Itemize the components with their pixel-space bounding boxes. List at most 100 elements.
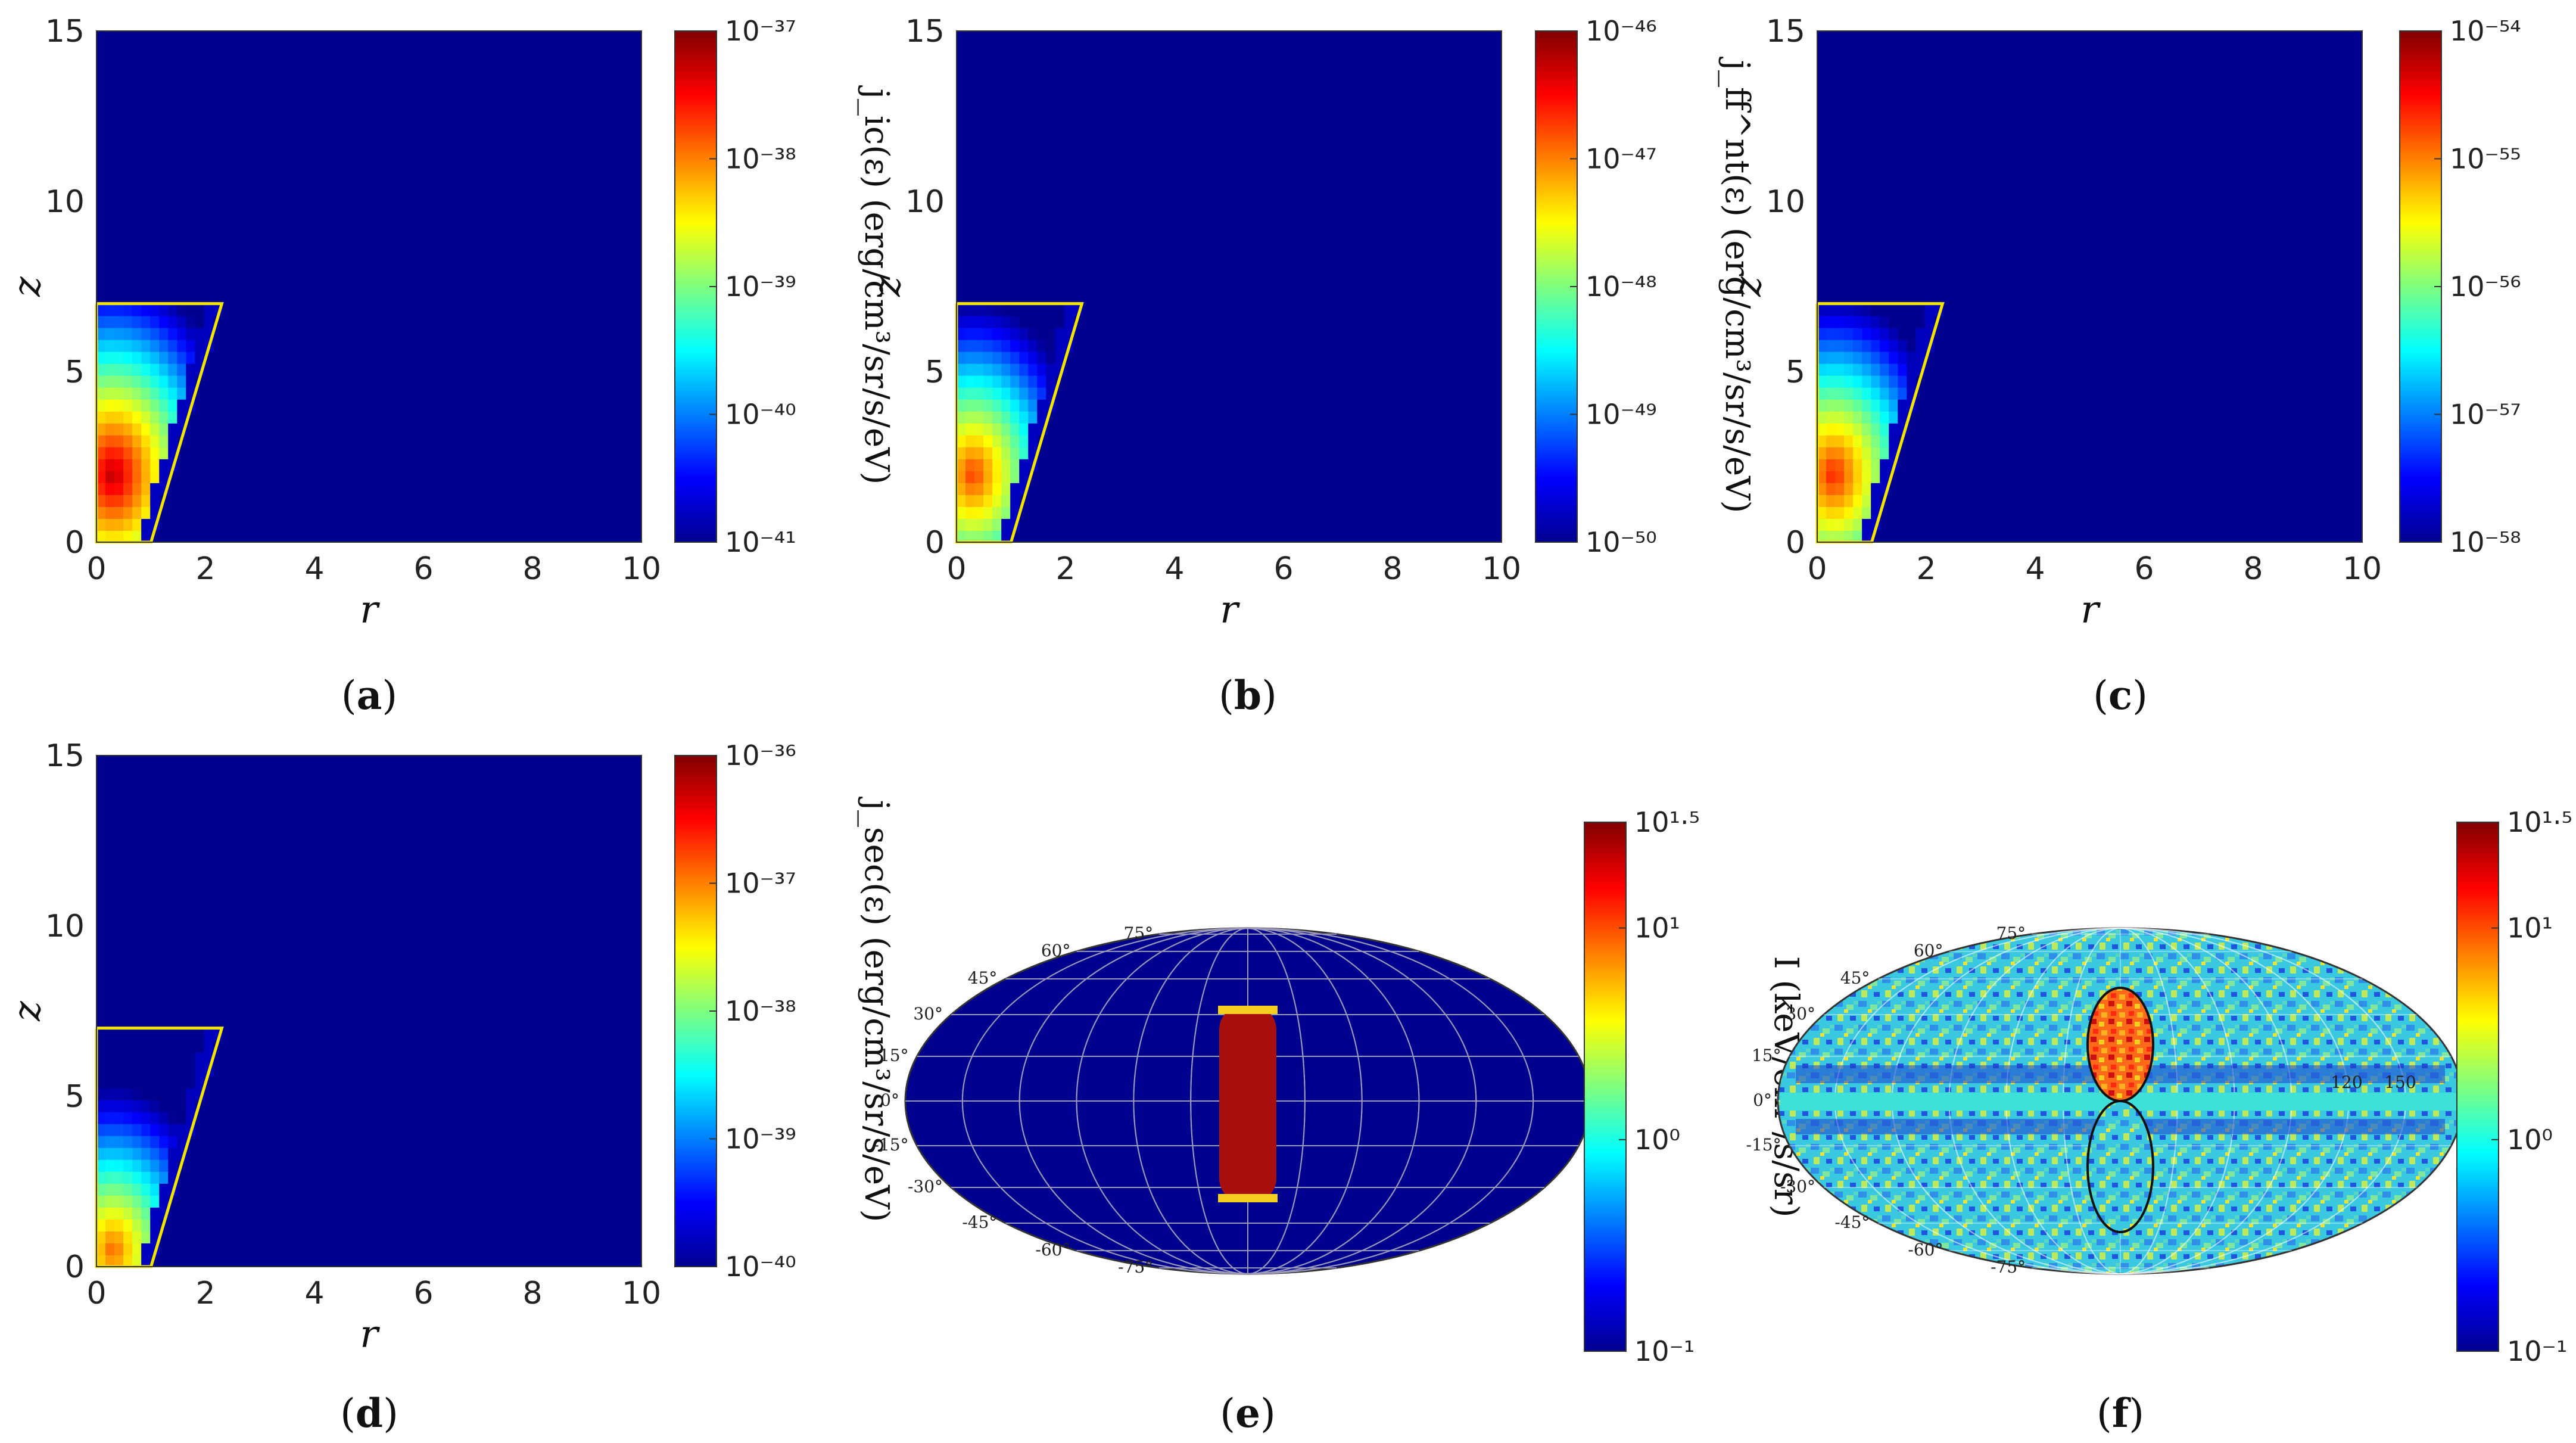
latitude-label: 0° (1753, 1090, 1772, 1110)
emission-cell (105, 1028, 116, 1041)
emission-cell (1889, 410, 1899, 424)
emission-cell (114, 422, 124, 436)
emission-cell (177, 1123, 187, 1136)
emission-cell (1889, 363, 1899, 376)
emission-cell (1001, 351, 1011, 364)
emission-cell (114, 339, 124, 352)
emission-cell (983, 518, 993, 531)
emission-cell (1019, 387, 1029, 400)
emission-cell (114, 1123, 124, 1136)
emission-cell (96, 303, 107, 316)
emission-cell (1880, 363, 1890, 376)
emission-cell (168, 1040, 178, 1053)
emission-cell (159, 1028, 169, 1041)
chart-e: 75° 60° 45° 30° 15° 0° -15° -30° -45° -60° -75° 10¹… (873, 806, 1805, 1436)
emission-cell (204, 315, 214, 328)
emission-cell (974, 315, 985, 328)
emission-cell (159, 1195, 169, 1208)
emission-cell (965, 410, 976, 424)
emission-cell (983, 327, 993, 340)
emission-cell (1010, 303, 1020, 316)
emission-cell (1880, 446, 1890, 459)
emission-cell (159, 410, 169, 424)
panel-label-f: (f) (2097, 1390, 2144, 1436)
emission-cell (957, 446, 967, 459)
emission-cell (114, 1099, 124, 1112)
emission-cell (974, 303, 985, 316)
y-tick-label: 10 (905, 184, 945, 220)
emission-cell (1037, 315, 1047, 328)
emission-cell (1835, 434, 1845, 447)
emission-cell (965, 482, 976, 495)
emission-cell (1001, 458, 1011, 471)
emission-cell (186, 363, 196, 376)
emission-cell (1001, 482, 1011, 495)
emission-cell (150, 434, 160, 447)
emission-cell (1817, 434, 1827, 447)
emission-cell (1835, 399, 1845, 412)
emission-cell (1001, 387, 1011, 400)
emission-cell (1826, 399, 1836, 412)
emission-cell (1037, 303, 1047, 316)
emission-cell (150, 470, 160, 483)
emission-cell (141, 315, 151, 328)
emission-cell (204, 1040, 214, 1053)
emission-cell (957, 470, 967, 483)
emission-cell (141, 1111, 151, 1124)
emission-cell (1924, 315, 1935, 328)
plot-frame (956, 30, 1502, 543)
emission-cell (1037, 387, 1047, 400)
emission-cell (123, 422, 133, 436)
emission-cell (1862, 434, 1872, 447)
emission-cell (159, 422, 169, 436)
emission-cell (159, 1111, 169, 1124)
latitude-label: 15° (879, 1046, 909, 1065)
emission-cell (96, 1195, 107, 1208)
emission-cell (1880, 410, 1890, 424)
emission-cell (1817, 494, 1827, 507)
emission-cell (141, 1063, 151, 1077)
emission-cell (105, 1242, 116, 1255)
emission-cell (168, 1147, 178, 1160)
emission-cell (1898, 315, 1908, 328)
emission-cell (123, 1075, 133, 1089)
emission-cell (1826, 375, 1836, 388)
colorbar-tick-label: 10⁻⁵⁷ (2450, 399, 2521, 431)
emission-cell (159, 1147, 169, 1160)
emission-cell (150, 1147, 160, 1160)
emission-cell (114, 1111, 124, 1124)
emission-cell (123, 1206, 133, 1220)
emission-cell (965, 434, 976, 447)
emission-cell (96, 482, 107, 495)
emission-cell (141, 1099, 151, 1112)
chart-d: 0 2 4 6 8 10 0 5 10 15 r z 10⁻³⁶ 10⁻³⁷ 10⁻³⁸ 10⁻³⁹ 10⁻⁴⁰… (5, 738, 896, 1436)
emission-cell (105, 1147, 116, 1160)
emission-cell (983, 399, 993, 412)
emission-cell (159, 446, 169, 459)
emission-cell (150, 1099, 160, 1112)
emission-cell (141, 1028, 151, 1041)
emission-cell (1889, 351, 1899, 364)
emission-cell (123, 327, 133, 340)
emission-cell (1844, 303, 1854, 316)
emission-cell (186, 327, 196, 340)
emission-cell (1019, 375, 1029, 388)
emission-cell (141, 518, 151, 531)
emission-cell (1010, 351, 1020, 364)
emission-cell (1019, 470, 1029, 483)
emission-cell (96, 506, 107, 519)
emission-cell (1853, 458, 1863, 471)
emission-cell (114, 399, 124, 412)
longitude-label: 150 (2384, 1072, 2416, 1092)
emission-cell (105, 375, 116, 388)
emission-cell (1826, 530, 1836, 543)
emission-cell (141, 1195, 151, 1208)
emission-cell (114, 1206, 124, 1220)
emission-cell (132, 518, 142, 531)
emission-cell (974, 470, 985, 483)
emission-cell (168, 410, 178, 424)
emission-cell (141, 303, 151, 316)
emission-cell (1046, 303, 1056, 316)
emission-cell (1028, 387, 1038, 400)
chart-f: 150 120 75° 60° 45° 30° 15° 0° -15° -30° -45° -60° -… (1746, 806, 2572, 1436)
